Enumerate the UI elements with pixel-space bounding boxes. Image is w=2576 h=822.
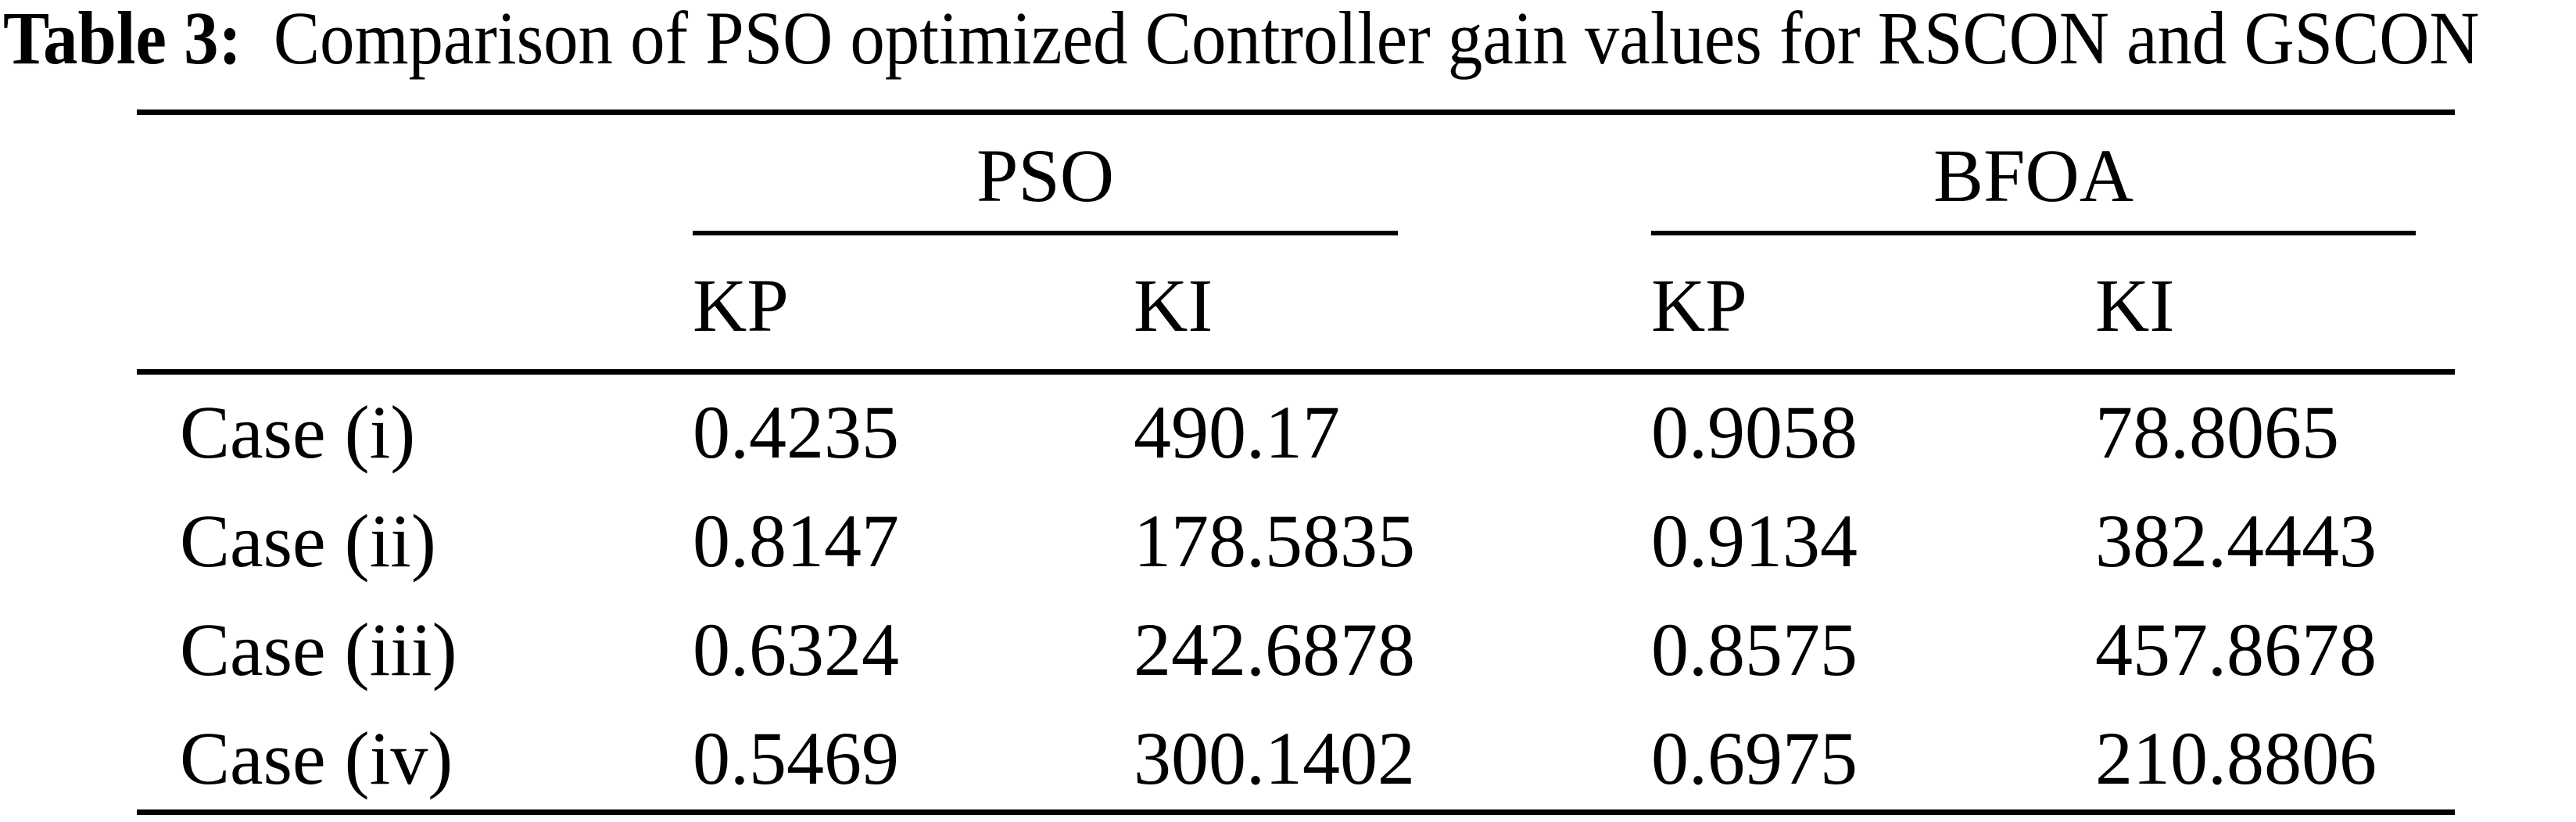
column-header-pso-ki: KI	[1134, 264, 1213, 347]
pso-underline-rule	[693, 231, 1398, 235]
cell-pso-ki: 490.17	[1134, 390, 1340, 474]
group-label-pso: PSO	[976, 133, 1115, 217]
row-label: Case (i)	[180, 390, 416, 474]
row-label: Case (iv)	[180, 716, 453, 800]
table-caption: Table 3: Comparison of PSO optimized Cont…	[3, 0, 2480, 80]
caption-text: Comparison of PSO optimized Controller g…	[273, 0, 2480, 80]
column-header-bfoa-ki: KI	[2095, 264, 2175, 347]
table-row-case-iii: Case (iii) 0.6324 242.6878 0.8575 457.86…	[137, 592, 2455, 701]
group-header-pso: PSO	[693, 115, 1651, 235]
row-label: Case (iii)	[180, 608, 457, 691]
cell-pso-kp: 0.5469	[693, 716, 899, 800]
column-header-row: KP KI KP KI	[137, 235, 2455, 375]
group-header-spacer	[137, 115, 693, 235]
cell-pso-kp: 0.4235	[693, 390, 899, 474]
gain-values-table: PSO BFOA KP KI KP KI Case (i) 0.4235 490…	[137, 109, 2455, 815]
cell-bfoa-kp: 0.6975	[1651, 716, 1858, 800]
group-header-row: PSO BFOA	[137, 115, 2455, 235]
column-header-bfoa-kp: KP	[1651, 264, 1747, 347]
table-row-case-ii: Case (ii) 0.8147 178.5835 0.9134 382.444…	[137, 483, 2455, 592]
table-row-case-i: Case (i) 0.4235 490.17 0.9058 78.8065	[137, 375, 2455, 483]
cell-pso-kp: 0.8147	[693, 499, 899, 583]
caption-number: Table 3:	[3, 0, 242, 80]
cell-bfoa-ki: 382.4443	[2095, 499, 2377, 583]
cell-pso-ki: 242.6878	[1134, 608, 1415, 691]
cell-bfoa-kp: 0.9134	[1651, 499, 1858, 583]
table-row-case-iv: Case (iv) 0.5469 300.1402 0.6975 210.880…	[137, 701, 2455, 809]
column-header-spacer	[137, 235, 693, 369]
bfoa-underline-rule	[1651, 231, 2416, 235]
group-label-bfoa: BFOA	[1933, 133, 2134, 217]
cell-bfoa-ki: 78.8065	[2095, 390, 2339, 474]
cell-pso-ki: 178.5835	[1134, 499, 1415, 583]
cell-bfoa-kp: 0.8575	[1651, 608, 1858, 691]
cell-pso-ki: 300.1402	[1134, 716, 1415, 800]
row-label: Case (ii)	[180, 499, 436, 583]
group-header-bfoa: BFOA	[1651, 115, 2455, 235]
column-header-pso-kp: KP	[693, 264, 789, 347]
cell-bfoa-ki: 457.8678	[2095, 608, 2377, 691]
cell-bfoa-kp: 0.9058	[1651, 390, 1858, 474]
cell-pso-kp: 0.6324	[693, 608, 899, 691]
cell-bfoa-ki: 210.8806	[2095, 716, 2377, 800]
